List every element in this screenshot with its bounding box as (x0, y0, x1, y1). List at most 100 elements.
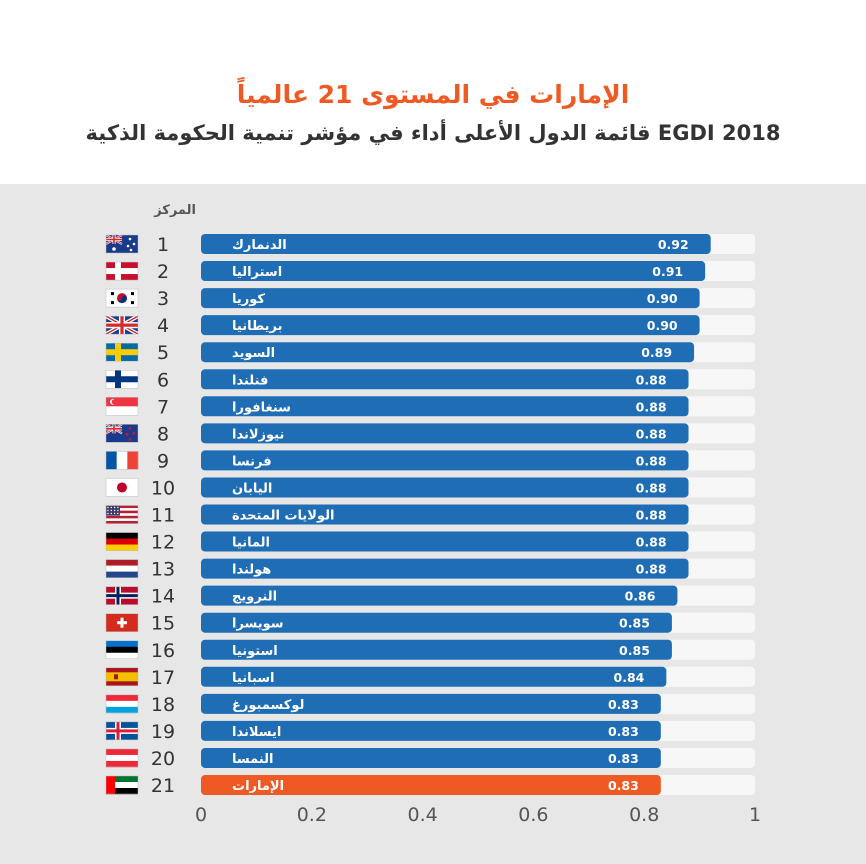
korea-flag (105, 288, 139, 308)
country-label: نيوزلاندا (232, 427, 284, 442)
rank-number: 20 (151, 748, 175, 770)
bar (201, 234, 711, 254)
bar (201, 639, 672, 660)
bar-row: 7 سنغافورا 0.88 (105, 396, 755, 418)
country-label: سنغافورا (232, 400, 291, 415)
bar-row: 10 اليابان 0.88 (105, 477, 755, 499)
value-label: 0.85 (619, 616, 650, 631)
rank-number: 10 (151, 477, 175, 499)
austria-flag (105, 748, 139, 768)
bar-row: 12 المانيا 0.88 (105, 531, 755, 554)
rank-number: 15 (151, 613, 175, 635)
value-label: 0.88 (636, 426, 667, 441)
luxembourg-flag (105, 694, 139, 714)
value-label: 0.91 (652, 264, 683, 279)
rank-number: 19 (151, 721, 175, 743)
rank-number: 21 (151, 775, 175, 797)
bar (201, 720, 661, 741)
bar-row: 9 فرنسا 0.88 (105, 450, 755, 472)
value-label: 0.88 (636, 562, 667, 577)
estonia-flag (105, 640, 139, 660)
rank-number: 18 (151, 694, 175, 716)
bar-row: 17 اسبانيا 0.84 (105, 666, 755, 689)
sweden-flag (105, 342, 139, 362)
country-label: لوكسمبورغ (232, 698, 304, 713)
value-label: 0.88 (636, 453, 667, 468)
rank-number: 17 (151, 667, 175, 689)
header: الإمارات في المستوى 21 عالمياً قائمة الد… (0, 0, 866, 184)
country-label: الولايات المتحدة (232, 509, 334, 524)
bar-row: 15 سويسرا 0.85 (105, 612, 755, 635)
value-label: 0.84 (614, 670, 645, 685)
switzerland-flag (105, 613, 139, 632)
bar (201, 747, 661, 768)
spain-flag (105, 667, 139, 687)
bar (201, 261, 706, 282)
value-label: 0.88 (636, 480, 667, 495)
country-label: فنلندا (232, 373, 268, 388)
value-label: 0.88 (636, 508, 667, 523)
bar-row: 19 ايسلاندا 0.83 (105, 720, 755, 743)
rank-number: 8 (157, 423, 169, 445)
rank-number: 13 (151, 559, 175, 581)
bar (201, 585, 678, 606)
bar-row: 13 هولندا 0.88 (105, 558, 755, 581)
rank-number: 11 (151, 505, 175, 527)
bar-row: 16 استونيا 0.85 (105, 639, 755, 662)
value-label: 0.90 (647, 318, 678, 333)
rank-number: 4 (157, 315, 169, 337)
rank-number: 6 (157, 369, 169, 391)
rank-number: 3 (157, 288, 169, 310)
bar-row: 8 نيوزلاندا 0.88 (105, 423, 755, 445)
country-label: ايسلاندا (232, 725, 281, 740)
value-label: 0.92 (658, 237, 689, 252)
value-label: 0.90 (647, 291, 678, 306)
bar-row: 21 الإمارات 0.83 (105, 775, 755, 797)
country-label: النرويج (232, 590, 277, 605)
bar (201, 666, 667, 687)
bar (201, 288, 700, 309)
bar (201, 423, 689, 444)
bar-row: 3 كوريا 0.90 (105, 288, 755, 310)
value-label: 0.89 (641, 345, 672, 360)
bar (201, 450, 689, 471)
france-flag (105, 451, 139, 470)
country-label: النمسا (232, 752, 273, 767)
value-label: 0.85 (619, 643, 650, 658)
value-label: 0.86 (625, 589, 656, 604)
bar (201, 531, 689, 552)
bar (201, 693, 661, 714)
bar (201, 396, 689, 417)
japan-flag (105, 478, 139, 497)
chart-title: الإمارات في المستوى 21 عالمياً (236, 80, 630, 109)
rank-column-header: المركز (154, 203, 196, 218)
country-label: استراليا (232, 265, 282, 280)
iceland-flag (105, 721, 139, 741)
bar-row: 5 السويد 0.89 (105, 342, 755, 364)
singapore-flag (105, 397, 139, 416)
rank-number: 12 (151, 532, 175, 554)
x-tick-label: 0 (195, 804, 207, 826)
rank-number: 16 (151, 640, 175, 662)
uae-flag (105, 775, 139, 795)
country-label: هولندا (232, 563, 271, 578)
country-label: بريطانيا (232, 319, 282, 334)
usa-flag (105, 505, 139, 524)
bar-row: 4 بريطانيا 0.90 (105, 314, 755, 337)
value-label: 0.83 (608, 697, 639, 712)
bar (201, 558, 689, 579)
country-label: اسبانيا (232, 671, 275, 686)
rank-number: 14 (151, 586, 175, 608)
rank-number: 1 (157, 234, 169, 256)
country-label: اليابان (232, 481, 272, 496)
bar-row: 1 الدنمارك 0.92 (105, 234, 755, 256)
country-label: فرنسا (232, 454, 272, 469)
country-label: الإمارات (232, 779, 284, 794)
value-label: 0.88 (636, 535, 667, 550)
value-label: 0.88 (636, 399, 667, 414)
country-label: السويد (232, 346, 275, 361)
bar-row: 6 فنلندا 0.88 (105, 369, 755, 391)
bar (201, 342, 695, 363)
country-label: سويسرا (232, 617, 284, 632)
